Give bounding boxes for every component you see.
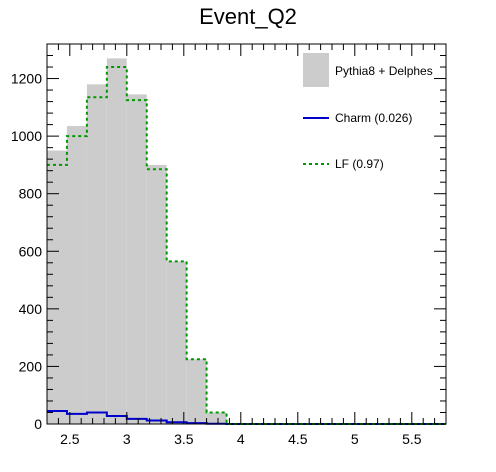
x-tick-label: 2.5 bbox=[60, 431, 80, 447]
histogram-bar-pythia bbox=[66, 126, 87, 424]
legend-label-charm: Charm (0.026) bbox=[335, 111, 412, 125]
histogram-bar-pythia bbox=[47, 150, 67, 425]
histogram-bar-pythia bbox=[86, 84, 107, 424]
histogram-bar-pythia bbox=[146, 164, 167, 424]
legend-label-pythia: Pythia8 + Delphes bbox=[335, 64, 433, 78]
y-tick-label: 600 bbox=[19, 243, 43, 259]
y-tick-label: 800 bbox=[19, 186, 43, 202]
legend: Pythia8 + Delphes Charm (0.026) LF (0.97) bbox=[303, 53, 433, 171]
histogram-bar-pythia bbox=[186, 359, 207, 424]
plot-area bbox=[47, 58, 446, 425]
y-tick-label: 0 bbox=[34, 416, 42, 432]
chart-title: Event_Q2 bbox=[199, 4, 297, 29]
y-tick-label: 200 bbox=[19, 358, 43, 374]
y-tick-label: 400 bbox=[19, 301, 43, 317]
x-tick-label: 3 bbox=[123, 431, 131, 447]
x-tick-label: 5.5 bbox=[402, 431, 422, 447]
histogram-bar-pythia bbox=[106, 58, 127, 424]
histogram-bar-pythia bbox=[126, 94, 147, 424]
x-tick-label: 3.5 bbox=[174, 431, 194, 447]
y-tick-label: 1000 bbox=[11, 128, 42, 144]
x-tick-label: 5 bbox=[351, 431, 359, 447]
y-tick-label: 1200 bbox=[11, 71, 42, 87]
plot-frame bbox=[46, 43, 447, 425]
legend-label-lf: LF (0.97) bbox=[335, 157, 384, 171]
axes: 2.5 3 3.5 4 4.5 5 5.5 0 200 400 600 800 1000 1200 bbox=[11, 43, 447, 447]
x-tick-label: 4 bbox=[237, 431, 245, 447]
x-tick-label: 4.5 bbox=[288, 431, 308, 447]
histogram-bar-pythia bbox=[166, 261, 187, 424]
histogram-bar-pythia bbox=[206, 412, 227, 424]
legend-swatch-pythia bbox=[303, 53, 329, 87]
